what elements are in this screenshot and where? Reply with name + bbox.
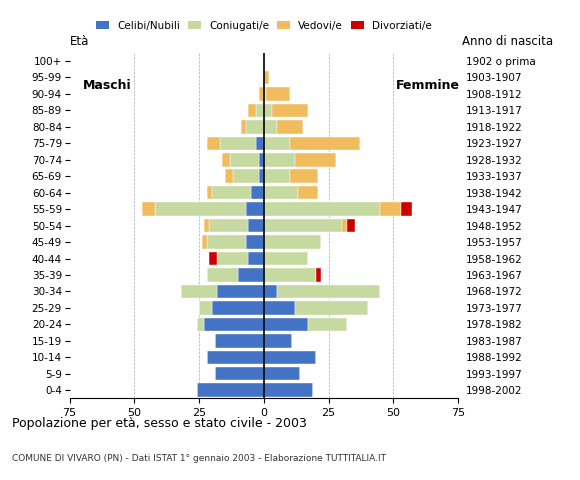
Bar (298, 186, 318, 199)
Bar (264, 120, 277, 133)
Text: COMUNE DI VIVARO (PN) - Dati ISTAT 1° gennaio 2003 - Elaborazione TUTTITALIA.IT: COMUNE DI VIVARO (PN) - Dati ISTAT 1° ge… (12, 454, 386, 463)
Bar (277, 285, 380, 298)
Bar (246, 235, 264, 249)
Bar (248, 104, 256, 117)
Bar (308, 318, 347, 331)
Text: Popolazione per età, sesso e stato civile - 2003: Popolazione per età, sesso e stato civil… (12, 417, 306, 430)
Bar (207, 186, 212, 199)
Bar (264, 137, 290, 150)
Bar (277, 120, 303, 133)
Bar (230, 153, 259, 167)
Bar (264, 235, 321, 249)
Bar (264, 219, 342, 232)
Bar (251, 186, 264, 199)
Bar (197, 318, 204, 331)
Bar (204, 318, 264, 331)
Bar (246, 120, 264, 133)
Text: Maschi: Maschi (82, 79, 131, 92)
Bar (202, 235, 207, 249)
Bar (197, 384, 264, 397)
Bar (259, 87, 264, 101)
Bar (207, 268, 238, 282)
Bar (199, 301, 212, 314)
Bar (264, 318, 308, 331)
Bar (225, 169, 233, 183)
Bar (248, 219, 264, 232)
Bar (207, 137, 220, 150)
Bar (264, 252, 308, 265)
Bar (264, 268, 316, 282)
Bar (142, 203, 155, 216)
Bar (264, 153, 295, 167)
Bar (218, 252, 248, 265)
Bar (342, 219, 347, 232)
Bar (233, 169, 259, 183)
Bar (271, 104, 308, 117)
Bar (264, 186, 298, 199)
Bar (246, 203, 264, 216)
Bar (248, 252, 264, 265)
Bar (207, 235, 246, 249)
Bar (266, 87, 290, 101)
Bar (264, 334, 292, 348)
Bar (209, 219, 248, 232)
Text: Femmine: Femmine (396, 79, 460, 92)
Bar (264, 87, 266, 101)
Bar (218, 285, 264, 298)
Bar (259, 153, 264, 167)
Bar (223, 153, 230, 167)
Bar (316, 268, 321, 282)
Bar (204, 219, 209, 232)
Bar (264, 169, 290, 183)
Bar (264, 384, 313, 397)
Bar (264, 301, 295, 314)
Bar (181, 285, 218, 298)
Bar (256, 137, 264, 150)
Bar (238, 268, 264, 282)
Bar (241, 120, 246, 133)
Bar (264, 71, 269, 84)
Bar (215, 334, 264, 348)
Bar (264, 203, 380, 216)
Bar (215, 367, 264, 381)
Bar (264, 285, 277, 298)
Bar (380, 203, 401, 216)
Legend: Celibi/Nubili, Coniugati/e, Vedovi/e, Divorziati/e: Celibi/Nubili, Coniugati/e, Vedovi/e, Di… (92, 16, 436, 35)
Bar (290, 137, 360, 150)
Bar (264, 350, 316, 364)
Bar (401, 203, 412, 216)
Bar (155, 203, 246, 216)
Bar (256, 104, 264, 117)
Bar (220, 137, 256, 150)
Bar (259, 169, 264, 183)
Bar (347, 219, 354, 232)
Bar (290, 169, 318, 183)
Bar (209, 252, 218, 265)
Bar (264, 104, 271, 117)
Bar (264, 367, 300, 381)
Bar (295, 301, 368, 314)
Text: Età: Età (70, 35, 89, 48)
Bar (212, 301, 264, 314)
Text: Anno di nascita: Anno di nascita (462, 35, 553, 48)
Bar (207, 350, 264, 364)
Bar (295, 153, 336, 167)
Bar (212, 186, 251, 199)
